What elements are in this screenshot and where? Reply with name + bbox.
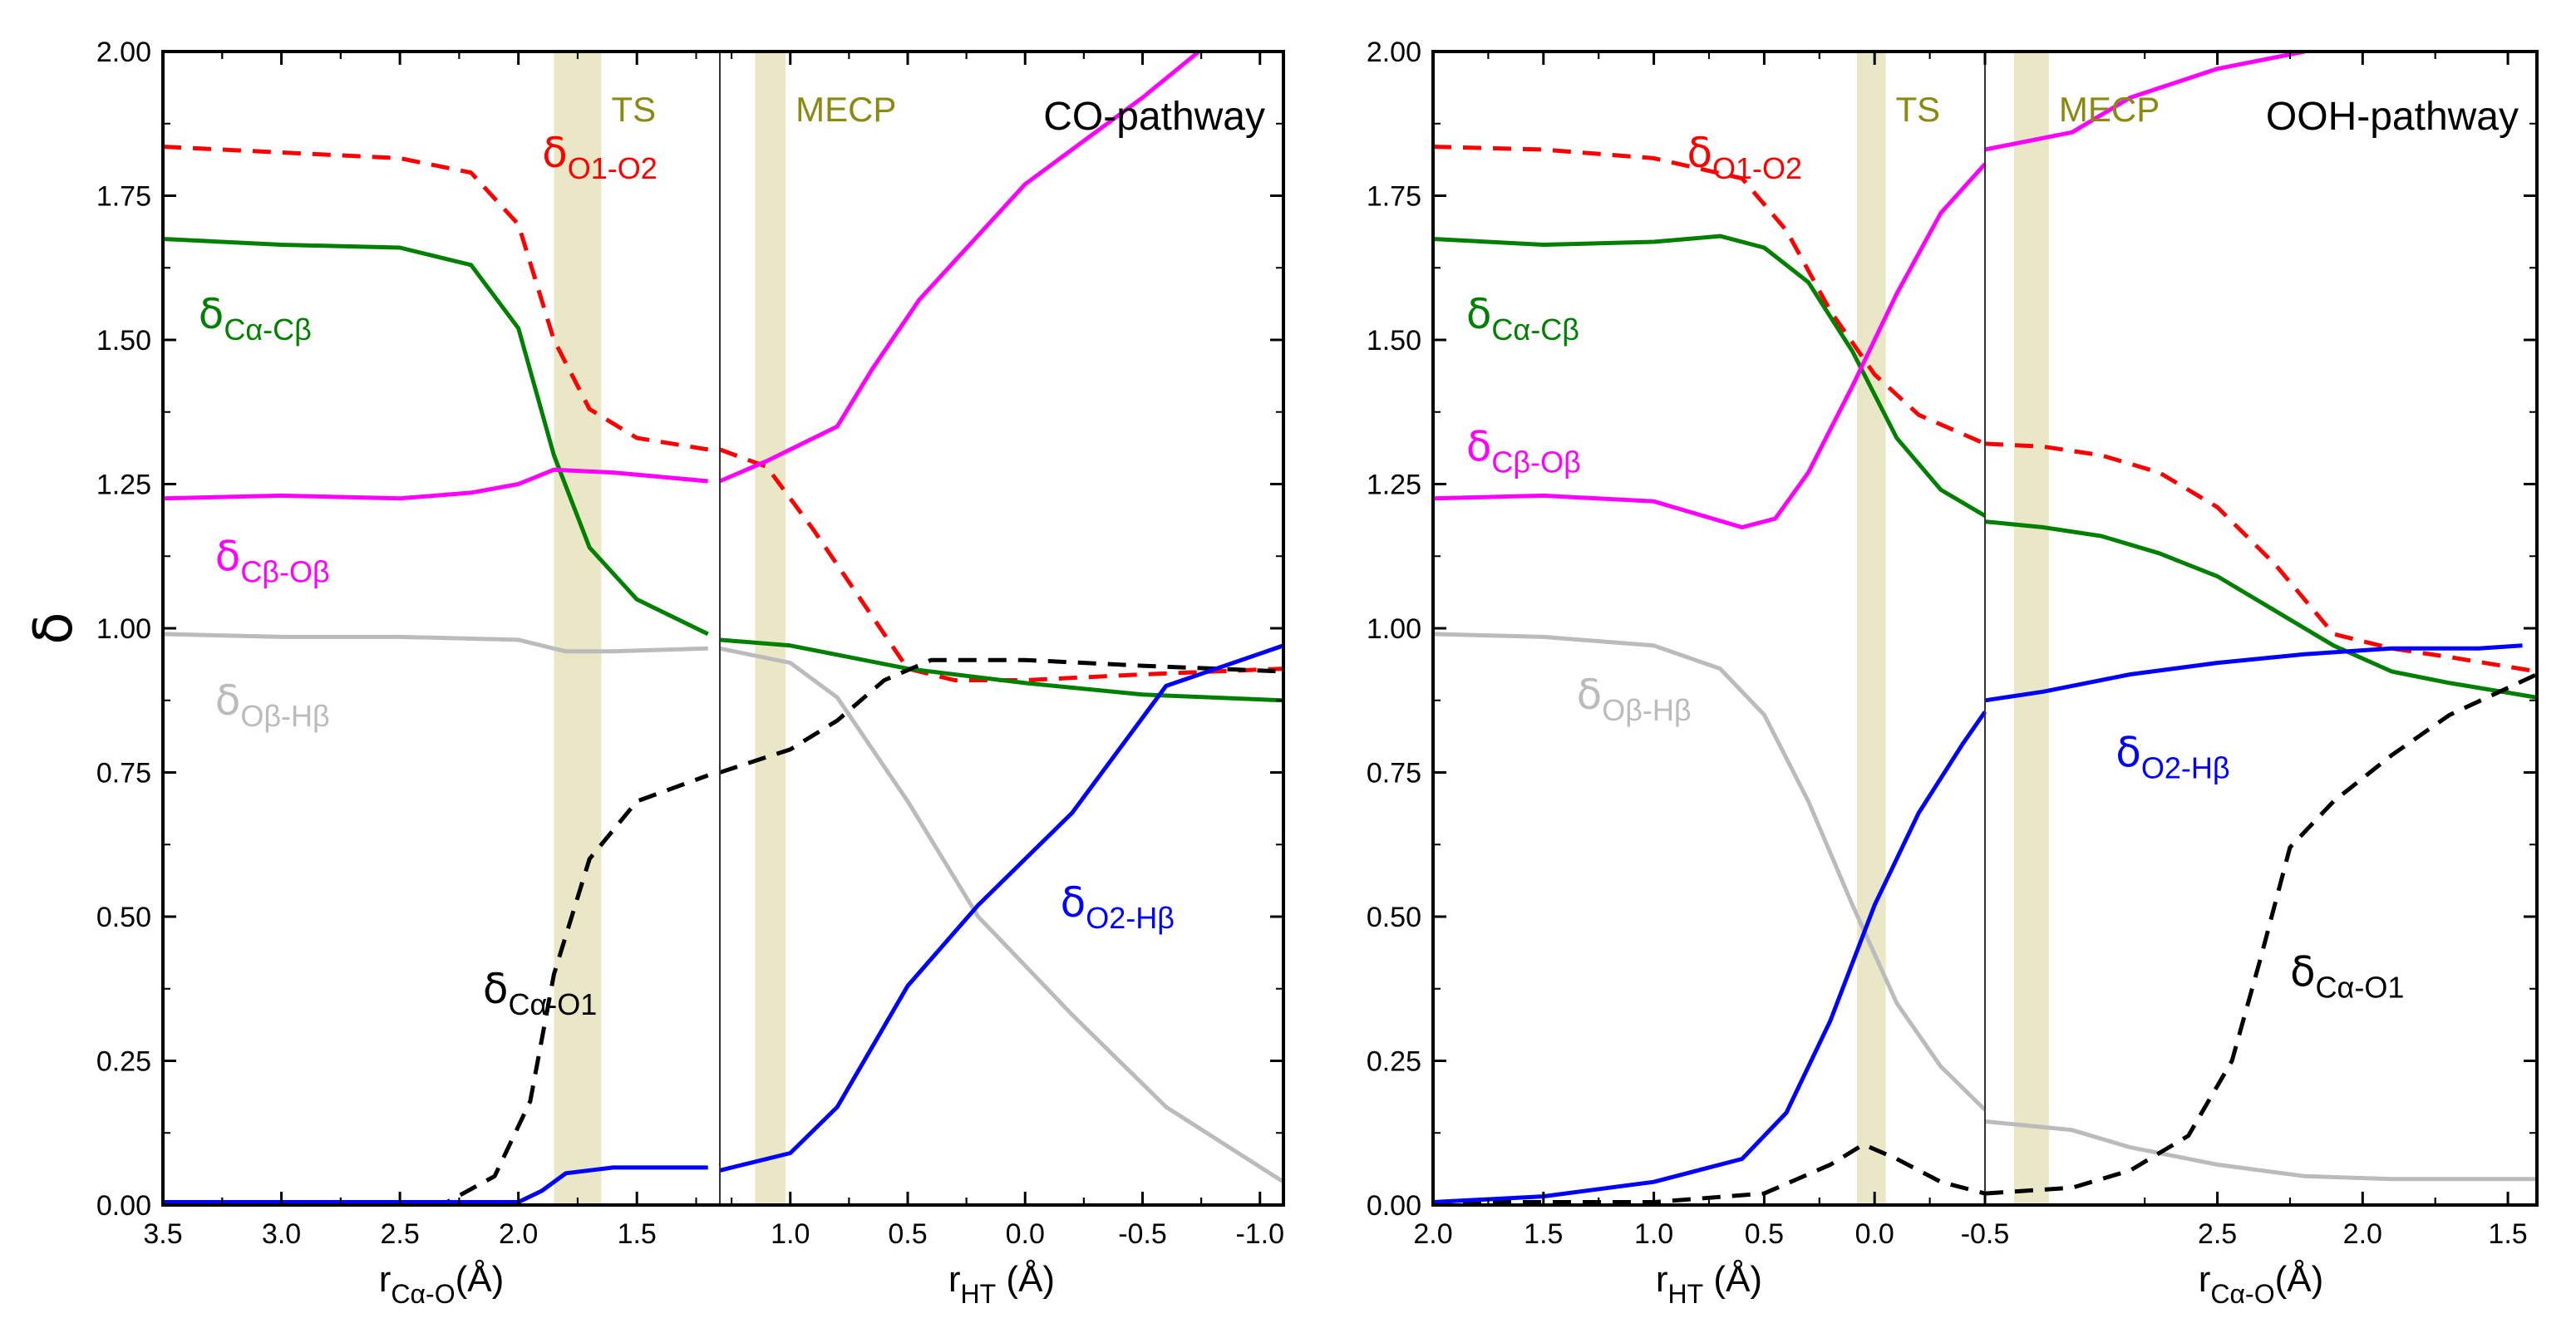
series-4-left-line [163,773,709,1204]
ooh-pathway-panel: 0.00 0.25 0.50 0.75 1.00 1.25 1.50 1.75 2.00 2.0 1… [1367,37,2539,1309]
panel-title: OOH-pathway [2266,95,2519,139]
right-x-tick-label: 2.5 [2198,1218,2237,1250]
y-tick-label: 2.00 [96,37,151,68]
y-tick-label: 0.25 [1367,1046,1421,1078]
series-label-2: δCβ-Oβ [1466,423,1581,480]
right-x-axis-title: rHT (Å) [948,1259,1055,1309]
y-tick-label: 1.00 [1367,613,1421,645]
series-1-right-line [1984,519,2537,700]
series-5-right-line [1984,643,2523,703]
left-x-tick-label: 3.5 [143,1218,182,1250]
left-x-tick-label: 2.5 [380,1218,419,1250]
left-x-tick-label: 1.5 [1524,1218,1563,1250]
y-tick-label: 0.50 [1367,902,1421,933]
plot-frame [161,50,1285,1207]
series-label-0: δO1-O2 [1687,129,1802,185]
left-band-ts [1856,52,1886,1205]
series-0-right-line [1984,441,2537,674]
series-5-left-line [1433,711,1987,1204]
series-1-left-line [1433,234,1987,518]
left-x-tick-label: 2.0 [1413,1218,1452,1250]
series-label-1: δCα-Cβ [199,290,312,347]
right-x-tick-label: 1.5 [2488,1218,2527,1250]
series-label-5: δO2-Hβ [1061,878,1175,935]
series-label-5: δCα-O1 [2290,947,2404,1004]
series-3-left-line [163,632,708,654]
right-band-label: MECP [795,90,896,129]
series-label-4: δCα-O1 [483,965,597,1021]
y-tick-label: 0.25 [96,1046,151,1078]
series-label-3: δOβ-Hβ [1577,671,1692,727]
right-band-label: MECP [2059,90,2160,129]
series-1-left-line [163,237,709,637]
left-x-axis-title: rCα-O(Å) [379,1259,504,1309]
series-label-2: δCβ-Oβ [215,533,330,589]
y-tick-label: 1.75 [96,181,151,213]
series-label-0: δO1-O2 [542,129,658,185]
y-tick-label: 0.75 [1367,758,1421,789]
series-3-right-line [1984,1119,2537,1182]
series-0-left-line [163,145,709,452]
series-2-right-line [1984,52,2305,152]
series-2-right-line [719,52,1203,484]
series-0-left-line [1433,145,1986,446]
series-2-left-line [1433,162,1987,529]
right-x-tick-label: -0.5 [1118,1218,1167,1250]
left-x-tick-label: 3.0 [262,1218,301,1250]
right-x-tick-label: 0.5 [888,1218,927,1250]
series-label-4: δO2-Hβ [2115,729,2229,785]
left-band-ts [554,52,602,1205]
right-band-mecp [2013,52,2049,1205]
series-5-right-line [719,643,1283,1173]
y-tick-label: 0.00 [1367,1190,1421,1222]
series-label-1: δCα-Cβ [1466,290,1579,347]
y-tick-label: 1.75 [1367,181,1421,213]
series-2-left-line [163,467,708,501]
y-tick-label: 0.75 [96,758,151,789]
left-x-tick-label: -0.5 [1961,1218,2010,1250]
series-3-right-line [719,646,1283,1184]
co-pathway-panel: 0.00 0.25 0.50 0.75 1.00 1.25 1.50 1.75 2.00 3.5 3… [23,37,1285,1309]
right-x-axis-title: rCα-O(Å) [2199,1259,2323,1309]
series-4-right-line [1984,672,2537,1196]
left-x-tick-label: 0.5 [1745,1218,1784,1250]
y-tick-label: 1.00 [96,613,151,645]
series-4-right-line [719,657,1283,775]
left-x-tick-label: 0.0 [1855,1218,1894,1250]
series-4-left-line [1433,1142,1986,1204]
right-x-tick-label: 0.0 [1006,1218,1045,1250]
y-axis-title: δ [23,612,85,644]
right-x-tick-label: 1.0 [771,1218,810,1250]
left-band-label: TS [1895,90,1940,129]
y-tick-label: 1.50 [96,325,151,357]
right-band-mecp [755,52,786,1205]
y-tick-label: 0.50 [96,902,151,933]
y-tick-label: 1.50 [1367,325,1421,357]
left-x-tick-label: 1.5 [618,1218,657,1250]
right-x-tick-label: 2.0 [2343,1218,2382,1250]
series-3-left-line [1433,632,1987,1112]
panel-title: CO-pathway [1043,95,1265,139]
right-x-tick-label: -1.0 [1235,1218,1284,1250]
series-1-right-line [719,637,1283,703]
series-0-right-line [719,447,1283,682]
left-x-tick-label: 2.0 [499,1218,538,1250]
y-tick-label: 1.25 [96,470,151,501]
series-label-3: δOβ-Hβ [215,676,330,733]
y-tick-label: 2.00 [1367,37,1421,68]
series-5-left-line [163,1165,708,1204]
left-x-axis-title: rHT (Å) [1656,1259,1762,1309]
left-x-tick-label: 1.0 [1634,1218,1673,1250]
y-tick-label: 0.00 [96,1190,151,1222]
left-band-label: TS [611,90,656,129]
y-tick-label: 1.25 [1367,470,1421,501]
